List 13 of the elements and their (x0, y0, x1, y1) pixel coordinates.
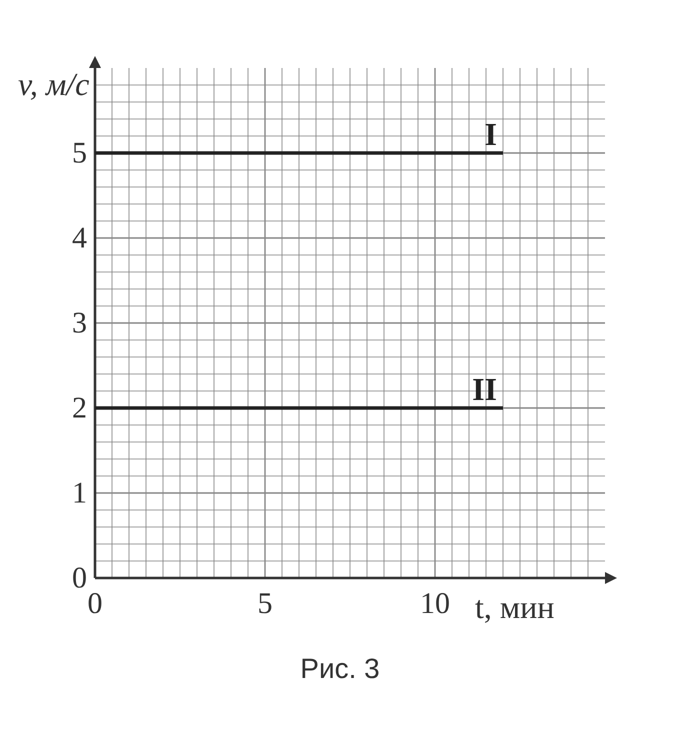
x-tick-label: 5 (258, 587, 272, 620)
text: Рис. 3 (300, 653, 380, 684)
y-tick-label: 1 (72, 476, 87, 510)
y-tick-label: 2 (72, 392, 87, 425)
y-tick-label: 5 (72, 136, 87, 170)
y-tick-label: 0 (72, 562, 87, 595)
series-label: II (472, 371, 497, 407)
series-label: I (484, 116, 497, 152)
y-tick-label: 4 (72, 222, 87, 255)
x-axis-title: t, мин (475, 589, 554, 625)
y-axis-title: v, м/с (18, 66, 90, 102)
x-tick-label: 10 (420, 587, 450, 620)
y-tick-label: 3 (72, 306, 87, 340)
